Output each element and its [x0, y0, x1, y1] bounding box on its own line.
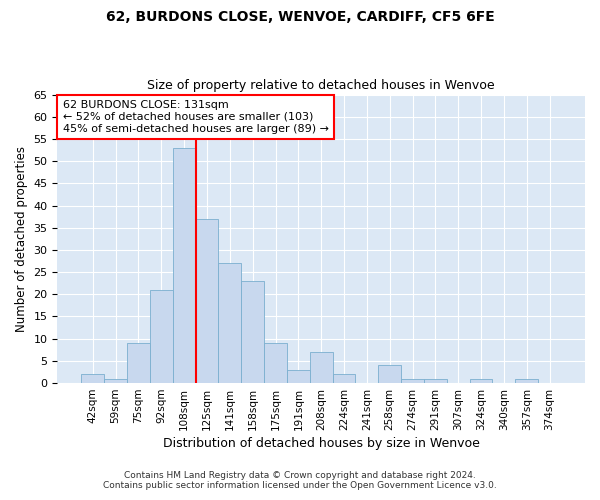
Bar	[173, 148, 196, 383]
Bar	[241, 281, 264, 383]
Bar	[218, 263, 241, 383]
Bar	[287, 370, 310, 383]
Bar	[310, 352, 332, 383]
Bar	[332, 374, 355, 383]
Title: Size of property relative to detached houses in Wenvoe: Size of property relative to detached ho…	[148, 79, 495, 92]
Text: 62 BURDONS CLOSE: 131sqm
← 52% of detached houses are smaller (103)
45% of semi-: 62 BURDONS CLOSE: 131sqm ← 52% of detach…	[62, 100, 329, 134]
Bar	[379, 366, 401, 383]
Bar	[424, 378, 447, 383]
Text: 62, BURDONS CLOSE, WENVOE, CARDIFF, CF5 6FE: 62, BURDONS CLOSE, WENVOE, CARDIFF, CF5 …	[106, 10, 494, 24]
Bar	[82, 374, 104, 383]
Text: Contains HM Land Registry data © Crown copyright and database right 2024.
Contai: Contains HM Land Registry data © Crown c…	[103, 470, 497, 490]
Bar	[401, 378, 424, 383]
Bar	[150, 290, 173, 383]
Y-axis label: Number of detached properties: Number of detached properties	[15, 146, 28, 332]
Bar	[104, 378, 127, 383]
Bar	[127, 343, 150, 383]
Bar	[196, 219, 218, 383]
Bar	[470, 378, 493, 383]
Bar	[264, 343, 287, 383]
Bar	[515, 378, 538, 383]
X-axis label: Distribution of detached houses by size in Wenvoe: Distribution of detached houses by size …	[163, 437, 479, 450]
